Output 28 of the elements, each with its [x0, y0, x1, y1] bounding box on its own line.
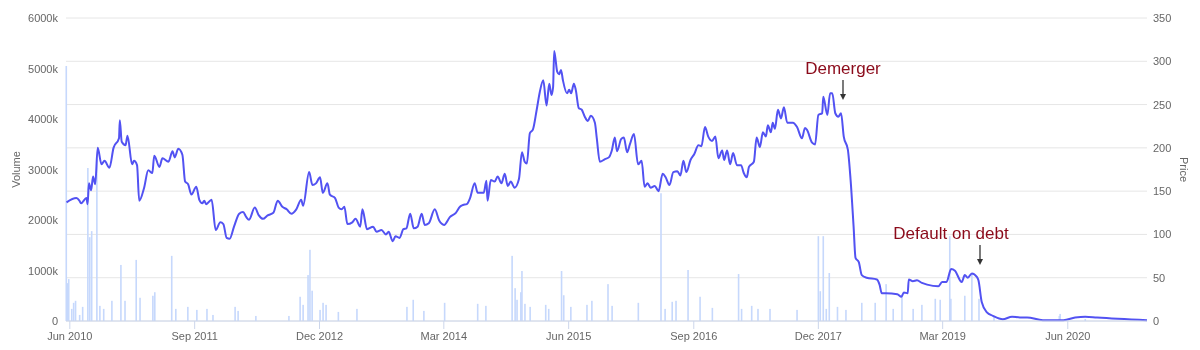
y2-tick-label: 350 — [1153, 12, 1172, 24]
x-tick-label: Sep 2016 — [670, 330, 718, 342]
y-tick-label: 5000k — [28, 62, 59, 75]
x-tick-label: Mar 2014 — [420, 330, 468, 342]
x-tick-label: Jun 2020 — [1045, 330, 1091, 342]
y2-tick-label: 300 — [1153, 55, 1172, 68]
x-tick-label: Dec 2012 — [295, 330, 344, 342]
x-tick-label: Sep 2011 — [171, 330, 218, 342]
y-tick-label: 0 — [51, 315, 58, 327]
y-tick-label: 3000k — [28, 163, 59, 176]
annotation: Demerger — [805, 59, 882, 78]
y2-tick-label: 250 — [1153, 98, 1172, 111]
x-tick-label: Mar 2019 — [919, 330, 966, 342]
annotation: Default on debt — [893, 224, 1009, 243]
y2-tick-label: 50 — [1153, 271, 1166, 284]
y-tick-label: 1000k — [28, 264, 59, 277]
x-tick-label: Jun 2010 — [47, 330, 93, 342]
y2-axis-title: Price — [1178, 156, 1190, 183]
y2-tick-label: 100 — [1153, 228, 1172, 241]
y2-tick-label: 200 — [1153, 141, 1172, 154]
y-tick-label: 4000k — [28, 113, 59, 125]
y-tick-label: 2000k — [28, 214, 59, 226]
x-tick-label: Jun 2015 — [546, 330, 592, 342]
y-tick-label: 6000k — [28, 12, 59, 24]
y2-tick-label: 150 — [1153, 185, 1172, 198]
y-axis-title: Volume — [10, 151, 22, 188]
x-tick-label: Dec 2017 — [794, 330, 842, 342]
y2-tick-label: 0 — [1153, 315, 1160, 327]
